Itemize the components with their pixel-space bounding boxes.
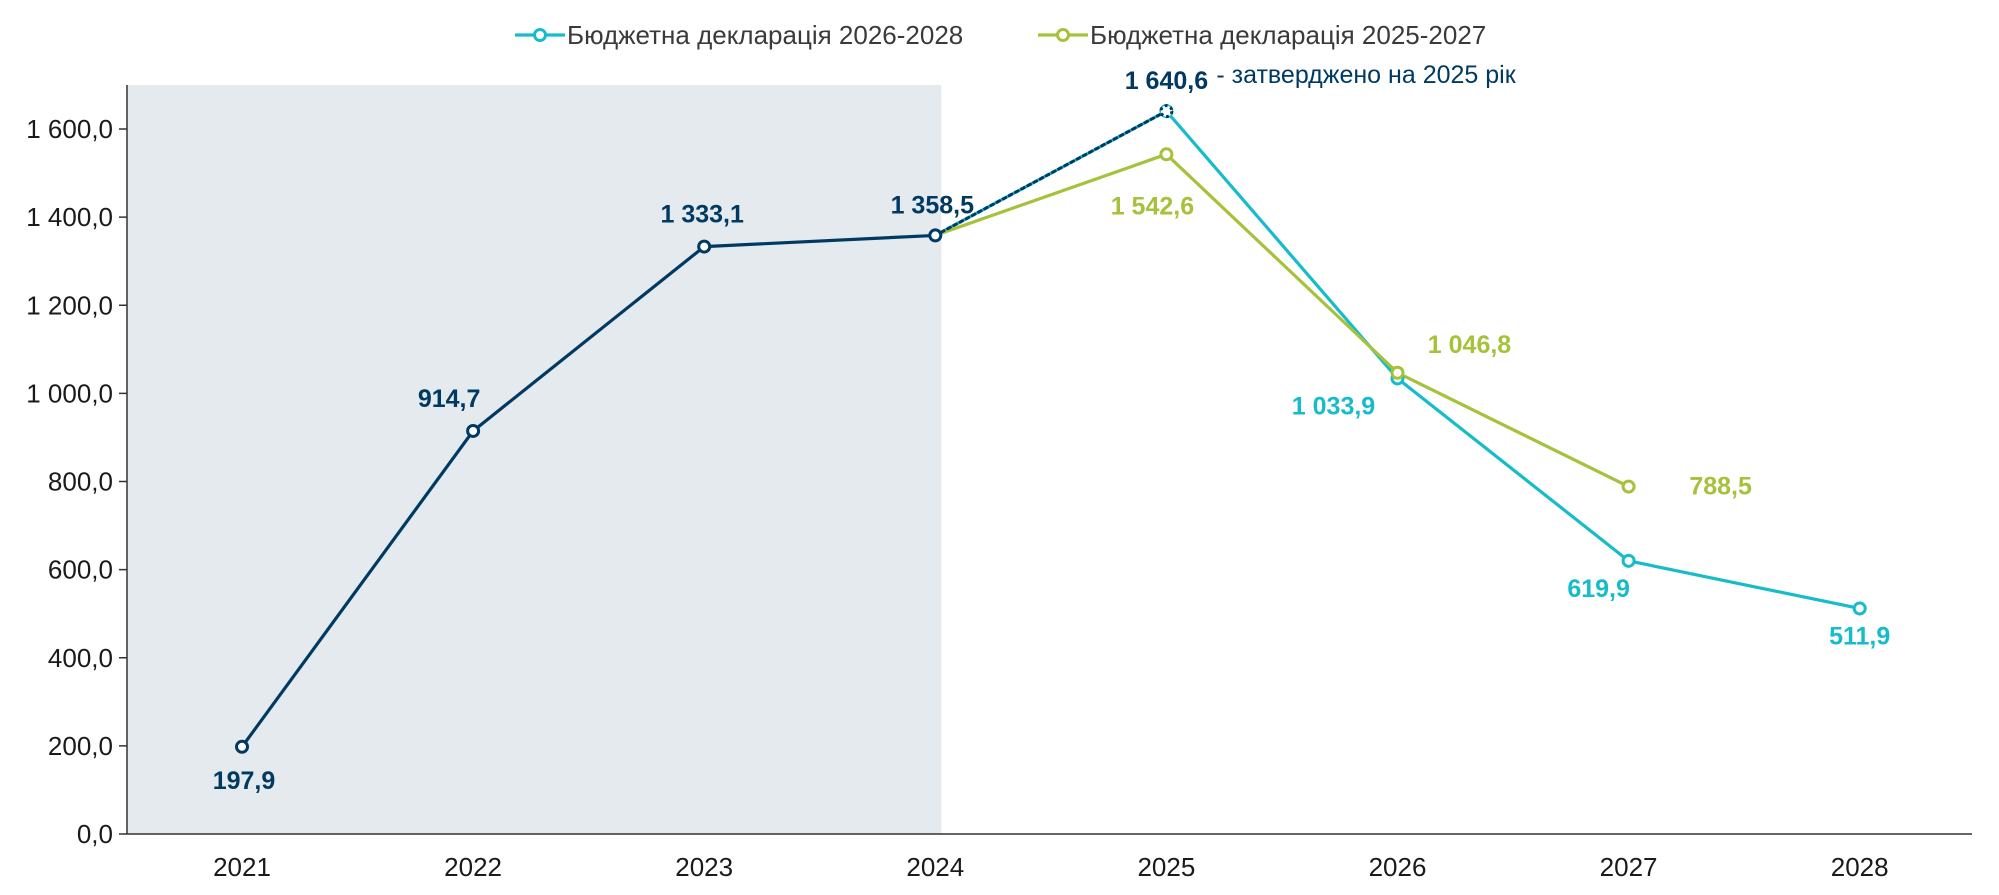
data-label-actual: 1 358,5 bbox=[891, 191, 975, 219]
legend-swatch-marker bbox=[1056, 28, 1070, 42]
historical-period-shading bbox=[127, 84, 942, 834]
x-tick-label: 2027 bbox=[1600, 852, 1658, 882]
y-tick-label: 1 000,0 bbox=[26, 378, 113, 408]
y-tick-label: 400,0 bbox=[48, 643, 113, 673]
data-label-actual: 197,9 bbox=[213, 767, 276, 795]
data-label-actual: 914,7 bbox=[418, 385, 481, 413]
data-point-approved bbox=[1159, 104, 1174, 119]
data-point-decl_2025_2027 bbox=[1621, 479, 1636, 494]
x-tick-label: 2028 bbox=[1831, 852, 1889, 882]
x-tick-label: 2022 bbox=[444, 852, 502, 882]
data-point-decl_2025_2027 bbox=[1159, 147, 1174, 162]
x-tick-label: 2025 bbox=[1137, 852, 1195, 882]
y-tick-label: 600,0 bbox=[48, 555, 113, 585]
annotation-label: - затверджено на 2025 рік bbox=[1216, 61, 1516, 89]
data-label-approved: 1 640,6 bbox=[1125, 67, 1208, 95]
data-label-decl_2025_2027: 1 046,8 bbox=[1428, 331, 1512, 359]
data-label-decl_2026_2028: 1 033,9 bbox=[1292, 392, 1375, 420]
y-tick-label: 1 600,0 bbox=[26, 114, 113, 144]
x-tick-label: 2024 bbox=[906, 852, 964, 882]
data-label-decl_2026_2028: 511,9 bbox=[1829, 622, 1890, 650]
data-point-decl_2026_2028 bbox=[1852, 601, 1867, 616]
data-label-decl_2025_2027: 1 542,6 bbox=[1111, 192, 1194, 220]
data-point-actual bbox=[235, 739, 249, 754]
x-tick-label: 2021 bbox=[213, 852, 271, 882]
x-tick-label: 2026 bbox=[1369, 852, 1427, 882]
y-tick-label: 1 200,0 bbox=[26, 290, 113, 320]
data-label-decl_2026_2028: 619,9 bbox=[1567, 575, 1630, 603]
y-tick-label: 200,0 bbox=[48, 731, 113, 761]
legend-label: Бюджетна декларація 2026-2028 bbox=[567, 20, 963, 50]
legend-item-decl_2025_2027: Бюджетна декларація 2025-2027 bbox=[1038, 20, 1486, 50]
y-tick-label: 1 400,0 bbox=[26, 202, 113, 232]
data-label-decl_2025_2027: 788,5 bbox=[1689, 473, 1752, 501]
data-point-actual bbox=[928, 228, 943, 243]
y-tick-label: 800,0 bbox=[48, 467, 113, 497]
series-line-decl_2025_2027 bbox=[933, 152, 1631, 489]
legend-item-decl_2026_2028: Бюджетна декларація 2026-2028 bbox=[515, 20, 963, 50]
data-point-actual bbox=[466, 423, 481, 438]
data-label-actual: 1 333,1 bbox=[660, 201, 744, 229]
data-point-actual bbox=[697, 239, 712, 254]
legend-label: Бюджетна декларація 2025-2027 bbox=[1090, 20, 1486, 50]
y-tick-label: 0,0 bbox=[77, 819, 113, 849]
series-line-actual bbox=[240, 233, 937, 749]
x-tick-label: 2023 bbox=[675, 852, 733, 882]
series-line-approved bbox=[933, 109, 1168, 237]
legend-swatch-marker bbox=[533, 28, 547, 42]
data-point-decl_2025_2027 bbox=[1390, 365, 1405, 380]
data-point-decl_2026_2028 bbox=[1621, 553, 1636, 568]
